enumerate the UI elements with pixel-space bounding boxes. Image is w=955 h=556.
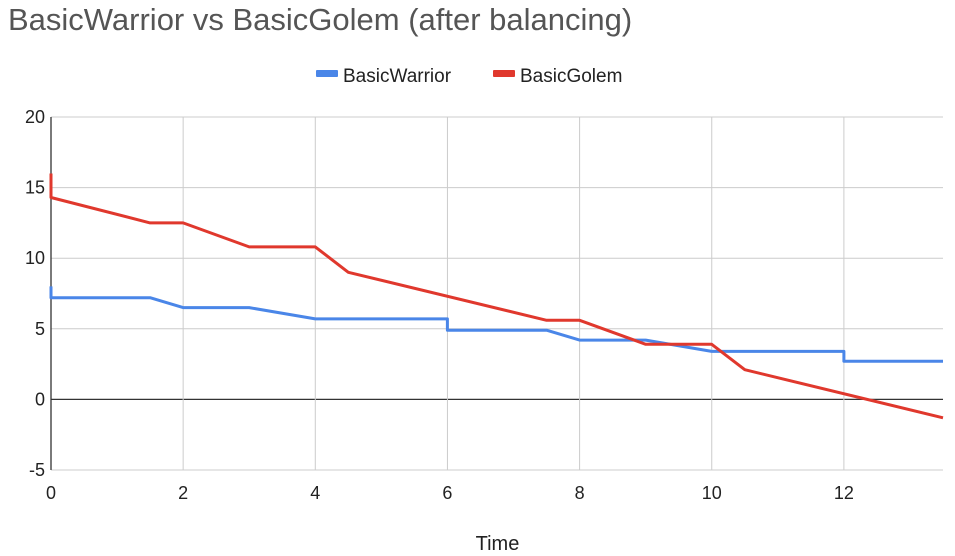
x-tick-label: 6 xyxy=(442,483,452,503)
y-tick-label: 5 xyxy=(35,319,45,339)
x-tick-label: 10 xyxy=(702,483,722,503)
chart-title: BasicWarrior vs BasicGolem (after balanc… xyxy=(8,2,633,37)
x-tick-label: 2 xyxy=(178,483,188,503)
series-line-basicwarrior xyxy=(49,286,943,363)
legend-swatch-basicgolem xyxy=(493,70,515,77)
legend-label-basicwarrior: BasicWarrior xyxy=(343,66,452,87)
y-tick-label: 10 xyxy=(25,248,45,268)
y-tick-label: 15 xyxy=(25,178,45,198)
series-layer xyxy=(49,173,944,420)
x-tick-label: 4 xyxy=(310,483,320,503)
y-tick-label: 0 xyxy=(35,389,45,409)
legend-swatch-basicwarrior xyxy=(316,70,338,77)
x-axis-label: Time xyxy=(476,533,520,555)
series-line-basicgolem xyxy=(49,173,944,420)
legend-label-basicgolem: BasicGolem xyxy=(520,66,622,87)
x-tick-label: 0 xyxy=(46,483,56,503)
x-tick-label: 12 xyxy=(834,483,854,503)
grid xyxy=(50,116,943,471)
y-tick-label: -5 xyxy=(29,460,45,480)
x-tick-label: 8 xyxy=(575,483,585,503)
y-tick-label: 20 xyxy=(25,107,45,127)
legend: BasicWarrior BasicGolem xyxy=(316,66,622,87)
